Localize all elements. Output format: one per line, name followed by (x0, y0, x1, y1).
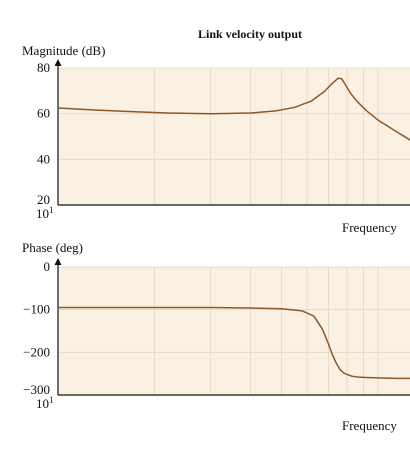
y-tick-label: 60 (37, 106, 50, 121)
y-tick-label: −200 (23, 344, 50, 359)
x-tick-label: 101 (36, 205, 54, 221)
y-tick-label: −100 (23, 302, 50, 317)
y-tick-label: 40 (37, 151, 50, 166)
x-tick-exponent: 1 (49, 395, 54, 405)
x-tick-label: 101 (36, 395, 54, 411)
y-tick-label: −300 (23, 382, 50, 397)
x-tick-base: 10 (36, 396, 49, 411)
x-axis-label: Frequency (342, 418, 397, 433)
y-axis-arrow (54, 258, 62, 265)
y-tick-label: 80 (37, 60, 50, 75)
plot-area (58, 267, 410, 395)
x-tick-exponent: 1 (49, 205, 54, 215)
series-line (58, 306, 410, 380)
chart-panel-magnitude: Link velocity output Magnitude (dB) Freque… (22, 27, 410, 235)
x-tick-base: 10 (36, 206, 49, 221)
plot-area (58, 68, 410, 205)
y-axis-label: Phase (deg) (22, 240, 83, 255)
y-tick-label: 0 (44, 259, 51, 274)
chart-title: Link velocity output (198, 27, 302, 41)
x-axis-label: Frequency (342, 220, 397, 235)
y-axis-label: Magnitude (dB) (22, 43, 105, 58)
y-tick-label: 20 (37, 192, 50, 207)
y-axis-arrow (54, 59, 62, 66)
series-line (57, 77, 410, 141)
